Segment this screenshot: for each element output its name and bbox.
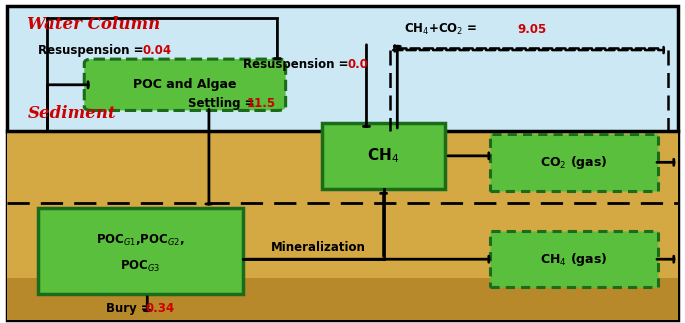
Text: Water Column: Water Column (27, 16, 161, 33)
Text: CH$_4$: CH$_4$ (367, 147, 400, 165)
Text: 9.05: 9.05 (517, 23, 547, 36)
Bar (322, 123, 445, 189)
Text: Settling =: Settling = (188, 97, 259, 110)
FancyBboxPatch shape (490, 231, 658, 287)
FancyBboxPatch shape (7, 6, 678, 320)
Text: 0.34: 0.34 (146, 302, 175, 315)
Bar (38, 208, 243, 294)
Text: POC$_{G3}$: POC$_{G3}$ (121, 259, 160, 274)
Text: 11.5: 11.5 (247, 97, 276, 110)
Text: Resuspension =: Resuspension = (38, 44, 147, 57)
Text: CH$_4$ (gas): CH$_4$ (gas) (540, 251, 608, 268)
Text: 0.04: 0.04 (142, 44, 172, 57)
Text: Resuspension =: Resuspension = (243, 58, 353, 71)
Text: Sediment: Sediment (27, 105, 116, 122)
Text: POC and Algae: POC and Algae (133, 78, 237, 91)
FancyBboxPatch shape (7, 278, 678, 320)
Text: 0.0: 0.0 (348, 58, 369, 71)
Text: POC$_{G1}$,POC$_{G2}$,: POC$_{G1}$,POC$_{G2}$, (96, 233, 185, 248)
Text: CH$_4$+CO$_2$ =: CH$_4$+CO$_2$ = (404, 22, 478, 36)
Text: Bury =: Bury = (106, 302, 155, 315)
Text: Mineralization: Mineralization (271, 241, 366, 254)
FancyBboxPatch shape (490, 134, 658, 191)
FancyBboxPatch shape (7, 131, 678, 320)
Text: CO$_2$ (gas): CO$_2$ (gas) (540, 154, 608, 171)
FancyBboxPatch shape (84, 59, 286, 110)
